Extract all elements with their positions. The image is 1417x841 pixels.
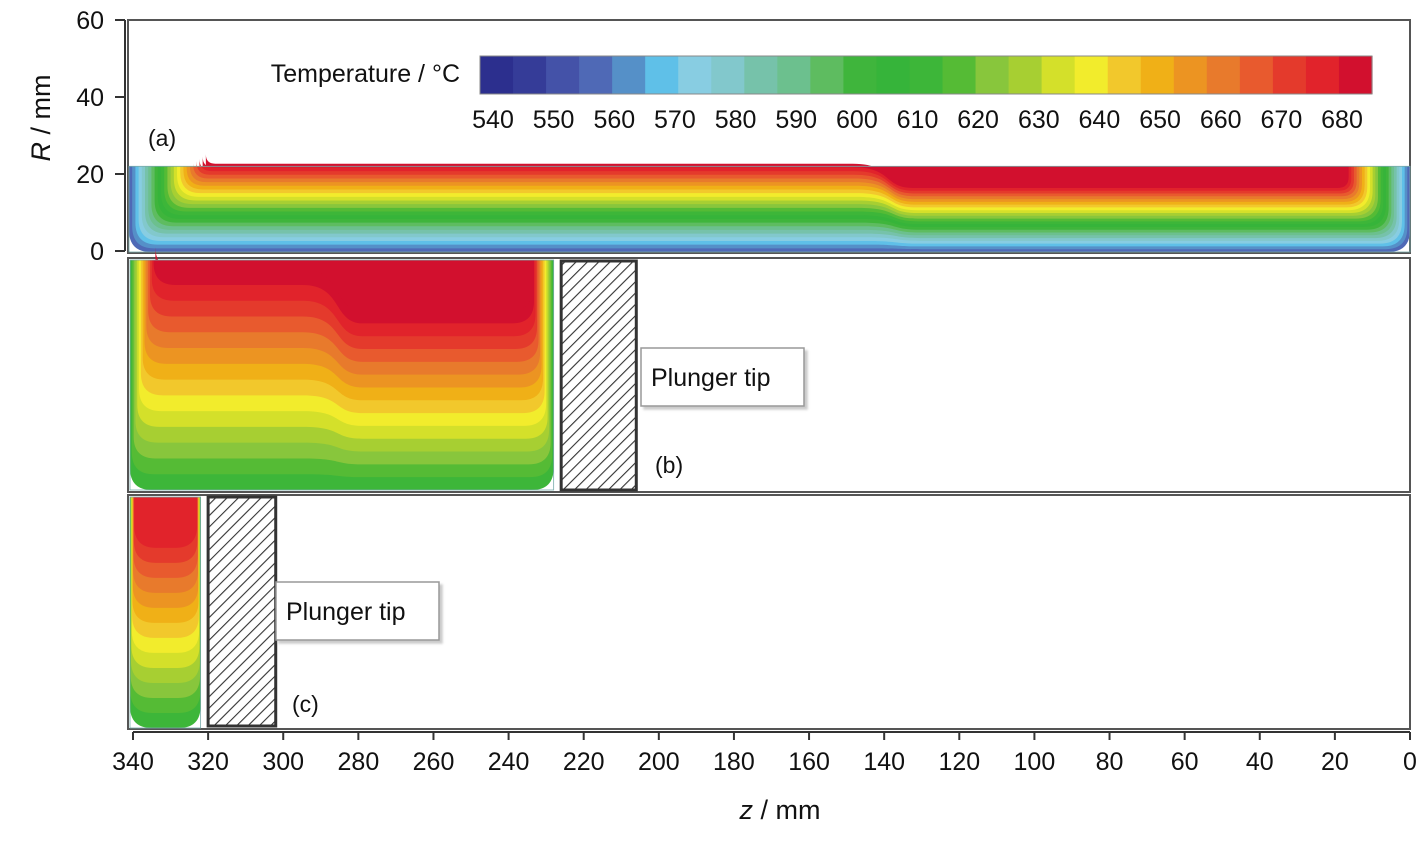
colorbar-swatch [1140, 56, 1175, 94]
x-tick-label: 100 [1014, 748, 1056, 776]
colorbar-swatch [909, 56, 944, 94]
colorbar-swatch [513, 56, 547, 94]
x-tick-label: 60 [1171, 748, 1199, 776]
colorbar-tick-label: 620 [957, 106, 999, 134]
colorbar-swatch [612, 56, 646, 94]
y-tick-label: 0 [90, 238, 104, 266]
colorbar-swatch [579, 56, 613, 94]
colorbar-swatch [810, 56, 845, 94]
colorbar-tick-label: 640 [1079, 106, 1121, 134]
colorbar-tick-label: 610 [897, 106, 939, 134]
colorbar-tick-label: 560 [593, 106, 635, 134]
temperature-fields [128, 154, 1411, 729]
x-axis-title: z / mm [739, 795, 821, 825]
colorbar-tick-label: 600 [836, 106, 878, 134]
colorbar-swatch [843, 56, 878, 94]
y-axis-title: R / mm [26, 75, 56, 162]
x-tick-label: 200 [638, 748, 680, 776]
x-tick-label: 220 [563, 748, 605, 776]
colorbar-tick-label: 660 [1200, 106, 1242, 134]
x-tick-label: 260 [413, 748, 455, 776]
colorbar-swatch [678, 56, 712, 94]
colorbar-tick-label: 550 [533, 106, 575, 134]
x-axis: 340 320 300 280 260 240 220 200 180 160 140 120 100 8… [112, 731, 1417, 776]
x-tick-label: 160 [788, 748, 830, 776]
colorbar-swatch [480, 56, 514, 94]
colorbar-title: Temperature / °C [271, 60, 460, 88]
x-tick-label: 80 [1096, 748, 1124, 776]
panel-b-plunger-callout: Plunger tip [640, 347, 805, 407]
colorbar-swatch [1107, 56, 1142, 94]
y-tick-label: 20 [76, 161, 104, 189]
colorbar-tick-label: 580 [715, 106, 757, 134]
panel-b-plunger-label: Plunger tip [651, 364, 771, 392]
colorbar-tick-label: 630 [1018, 106, 1060, 134]
panel-a-label: (a) [148, 125, 176, 151]
panel-c-plunger-callout: Plunger tip [275, 581, 440, 641]
colorbar: 540 550 560 570 580 590 600 610 620 630 640 650 660 6… [472, 55, 1373, 134]
colorbar-swatch [1173, 56, 1208, 94]
panel-c-plunger-label: Plunger tip [286, 598, 406, 626]
x-tick-label: 120 [938, 748, 980, 776]
colorbar-tick-label: 540 [472, 106, 514, 134]
x-tick-label: 300 [262, 748, 304, 776]
y-tick-label: 60 [76, 7, 104, 35]
colorbar-swatch [1239, 56, 1274, 94]
colorbar-swatch [876, 56, 911, 94]
x-axis-var: z [739, 795, 754, 825]
contour-band [155, 247, 533, 311]
x-tick-label: 180 [713, 748, 755, 776]
y-tick-label: 40 [76, 84, 104, 112]
x-tick-label: 40 [1246, 748, 1274, 776]
plunger-tips: Plunger tip Plunger tip [206, 259, 805, 728]
colorbar-swatch [1008, 56, 1043, 94]
colorbar-swatch [1338, 56, 1373, 94]
colorbar-swatch [1305, 56, 1340, 94]
x-tick-label: 280 [338, 748, 380, 776]
colorbar-tick-label: 570 [654, 106, 696, 134]
colorbar-border [479, 55, 1373, 95]
panel-b-plunger-hatch [559, 259, 638, 492]
colorbar-tick-label: 680 [1321, 106, 1363, 134]
panel-c-field-outline [129, 496, 202, 729]
colorbar-swatch [975, 56, 1010, 94]
colorbar-swatch [1041, 56, 1076, 94]
colorbar-tick-label: 670 [1261, 106, 1303, 134]
x-tick-label: 20 [1321, 748, 1349, 776]
colorbar-swatch [942, 56, 977, 94]
panel-b-field [129, 247, 555, 491]
panel-c-plunger-hatch [206, 495, 278, 728]
colorbar-tick-label: 650 [1139, 106, 1181, 134]
x-tick-label: 0 [1403, 748, 1417, 776]
panel-b-plunger-label-box [640, 347, 805, 407]
y-axis-var: R [26, 142, 56, 162]
panel-a-field [128, 154, 1411, 253]
colorbar-swatch [777, 56, 811, 94]
colorbar-swatch [1074, 56, 1109, 94]
panel-a-field-outline [128, 165, 1411, 253]
colorbar-swatch [546, 56, 580, 94]
panel-c-plunger-label-box [275, 581, 440, 641]
x-tick-label: 340 [112, 748, 154, 776]
panel-b-label: (b) [655, 452, 683, 478]
colorbar-swatch [1272, 56, 1307, 94]
colorbar-swatch [711, 56, 745, 94]
panel-c-field [129, 496, 202, 729]
colorbar-swatch [744, 56, 778, 94]
panel-b-field-outline [129, 259, 555, 491]
colorbar-swatch [1206, 56, 1241, 94]
x-tick-label: 320 [187, 748, 229, 776]
contour-band [205, 154, 1346, 186]
y-axis-unit: / mm [26, 75, 56, 143]
colorbar-swatch [645, 56, 679, 94]
x-tick-label: 240 [488, 748, 530, 776]
x-axis-unit: / mm [753, 795, 821, 825]
x-tick-label: 140 [863, 748, 905, 776]
contour-band [134, 497, 198, 548]
panel-c-label: (c) [292, 691, 319, 717]
y-axis: 0 20 40 60 [76, 7, 126, 266]
colorbar-tick-label: 590 [775, 106, 817, 134]
